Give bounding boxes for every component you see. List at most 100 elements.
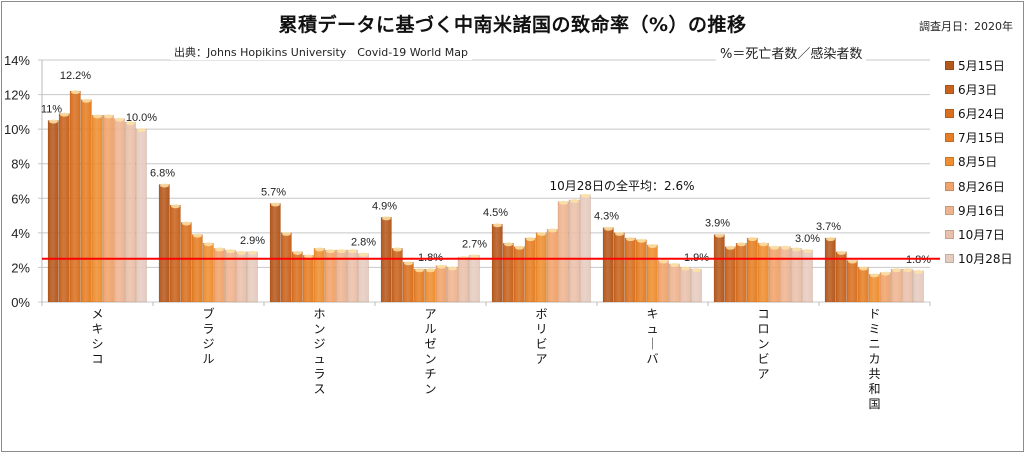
bar-cap — [337, 249, 346, 254]
bar — [124, 121, 136, 303]
bar — [502, 242, 514, 303]
bar-cap — [171, 204, 180, 209]
bar-cap — [93, 114, 102, 119]
y-tick-label: 6% — [11, 191, 30, 206]
survey-date-label: 調査月日：2020年 — [919, 20, 1013, 33]
bar — [879, 272, 891, 303]
bar-cap — [182, 221, 191, 226]
bar-cap — [382, 216, 391, 221]
y-tick-label: 8% — [11, 157, 30, 172]
bar — [135, 128, 147, 303]
bar — [457, 256, 469, 303]
bar-cap — [326, 249, 335, 254]
bar-cap — [770, 245, 779, 250]
bar-cap — [393, 247, 402, 252]
bar-cap — [193, 233, 202, 238]
bar-cap — [826, 237, 835, 242]
bar — [169, 204, 181, 303]
x-category-label: キュ｜バ — [646, 307, 658, 366]
bar — [280, 232, 292, 303]
bar — [868, 274, 880, 303]
data-label: 12.2% — [60, 70, 91, 82]
bar-cap — [648, 243, 657, 248]
bar-cap — [548, 228, 557, 233]
data-label: 6.8% — [150, 167, 175, 179]
bar-cap — [60, 112, 69, 117]
bar — [679, 267, 691, 303]
bar-cap — [692, 268, 701, 273]
bar-cap — [837, 250, 846, 255]
x-category-label: コロンビア — [757, 307, 769, 381]
formula-label: %＝死亡者数／感染者数 — [716, 43, 867, 62]
bar — [824, 237, 836, 303]
bar — [102, 115, 114, 303]
legend-label: 8月26日 — [958, 179, 1005, 194]
legend-label: 7月15日 — [958, 131, 1005, 146]
bar-cap — [348, 249, 357, 254]
y-tick-label: 4% — [11, 226, 30, 241]
bar — [579, 194, 591, 303]
bar — [746, 237, 758, 303]
bar-cap — [248, 250, 257, 255]
bar — [735, 242, 747, 303]
bar-cap — [359, 252, 368, 257]
bar — [546, 229, 558, 303]
legend-label: 10月7日 — [958, 227, 1005, 242]
bar — [113, 118, 125, 303]
bar — [47, 120, 59, 303]
bar — [302, 255, 314, 303]
bar — [568, 199, 580, 303]
legend-label: 6月3日 — [958, 82, 998, 97]
chart-title: 累積データに基づく中南米諸国の致命率（%）の推移 — [278, 14, 747, 36]
data-label: 3.9% — [705, 218, 730, 230]
data-label: 4.9% — [372, 200, 397, 212]
bar-cap — [570, 199, 579, 204]
bar-cap — [415, 268, 424, 273]
legend-item: 8月5日 — [945, 150, 1013, 174]
legend-swatch — [945, 133, 954, 143]
bar — [513, 246, 525, 303]
legend-swatch — [945, 157, 954, 167]
bar — [779, 246, 791, 303]
bar-cap — [670, 262, 679, 267]
legend-item: 6月24日 — [945, 101, 1013, 125]
bar — [468, 255, 480, 303]
data-label: 2.9% — [240, 235, 265, 247]
bar — [357, 253, 369, 303]
bar — [857, 267, 869, 303]
bar — [446, 267, 458, 303]
data-label: 3.0% — [795, 233, 820, 245]
x-category-label: ドミニカ共和国 — [868, 307, 880, 411]
bar-cap — [604, 226, 613, 231]
bar — [613, 232, 625, 303]
bar-cap — [859, 266, 868, 271]
bar-cap — [237, 250, 246, 255]
bar — [846, 260, 858, 303]
data-label: 4.3% — [594, 211, 619, 223]
average-label: 10月28日の全平均：2.6% — [549, 178, 694, 193]
bar-cap — [137, 128, 146, 133]
bar-cap — [215, 247, 224, 252]
x-category-label: ホンジュラス — [313, 307, 325, 396]
bar — [191, 234, 203, 303]
bar-cap — [426, 268, 435, 273]
legend-item: 10月7日 — [945, 222, 1013, 246]
bar — [158, 184, 170, 303]
bar — [413, 268, 425, 303]
bar-cap — [493, 223, 502, 228]
bar-cap — [737, 242, 746, 247]
bar-cap — [848, 259, 857, 264]
bar-cap — [82, 98, 91, 103]
y-tick-label: 14% — [4, 53, 30, 68]
bar — [724, 246, 736, 303]
legend-item: 9月16日 — [945, 198, 1013, 222]
bar-cap — [160, 183, 169, 188]
bar-cap — [892, 268, 901, 273]
bar — [391, 248, 403, 303]
bar-cap — [515, 245, 524, 250]
bar — [912, 270, 924, 303]
legend-swatch — [945, 84, 954, 94]
bar-cap — [271, 202, 280, 207]
bar-cap — [470, 254, 479, 259]
data-label: 2.7% — [462, 238, 487, 250]
